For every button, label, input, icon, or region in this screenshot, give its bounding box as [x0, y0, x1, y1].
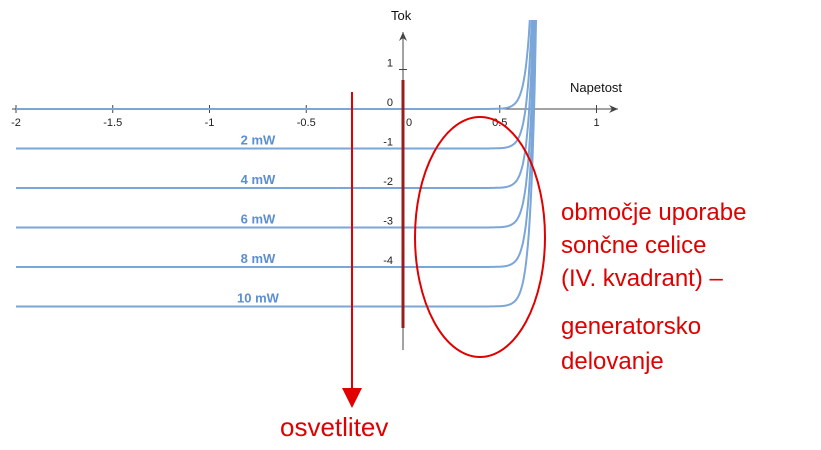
y-tick-label: 0 [387, 97, 393, 109]
x-axis-arrow [609, 105, 618, 113]
region-text-line: območje uporabe [561, 199, 746, 226]
quadrant-ellipse [414, 116, 546, 358]
series-label: 4 mW [241, 172, 276, 187]
series-label: 6 mW [241, 212, 276, 227]
y-tick-label: -4 [383, 255, 393, 267]
illumination-label: osvetlitev [280, 412, 388, 442]
series-line [16, 20, 538, 308]
x-tick-label: -1 [205, 117, 215, 129]
x-axis-title: Napetost [570, 80, 622, 95]
y-tick-label: 1 [387, 58, 393, 70]
series-label: 10 mW [237, 291, 280, 306]
series-labels: 2 mW 4 mW 6 mW 8 mW 10 mW [237, 133, 280, 306]
series-line [16, 20, 536, 229]
series-line [16, 20, 537, 268]
y-axis-title: Tok [391, 8, 412, 23]
region-text-line: delovanje [561, 348, 664, 375]
x-tick-label: 0 [406, 117, 412, 129]
series-line [16, 20, 535, 189]
series-label: 2 mW [241, 133, 276, 148]
y-tick-label: -1 [383, 137, 393, 149]
curves [16, 20, 538, 308]
region-text-line: (IV. kvadrant) – [561, 265, 724, 292]
x-tick-label: -2 [11, 117, 21, 129]
series-line [16, 20, 533, 150]
series-label: 8 mW [241, 251, 276, 266]
y-tick-label: -2 [383, 176, 393, 188]
x-tick-label: -0.5 [297, 117, 316, 129]
annotations: osvetlitev območje uporabe sončne celice (I… [280, 80, 746, 442]
x-tick-label: 1 [593, 117, 599, 129]
region-text-line: sončne celice [561, 232, 706, 259]
series-line [16, 20, 531, 110]
region-text-line: generatorsko [561, 313, 701, 340]
y-tick-label: -3 [383, 216, 393, 228]
x-tick-label: -1.5 [103, 117, 122, 129]
y-axis-arrow [399, 32, 407, 41]
